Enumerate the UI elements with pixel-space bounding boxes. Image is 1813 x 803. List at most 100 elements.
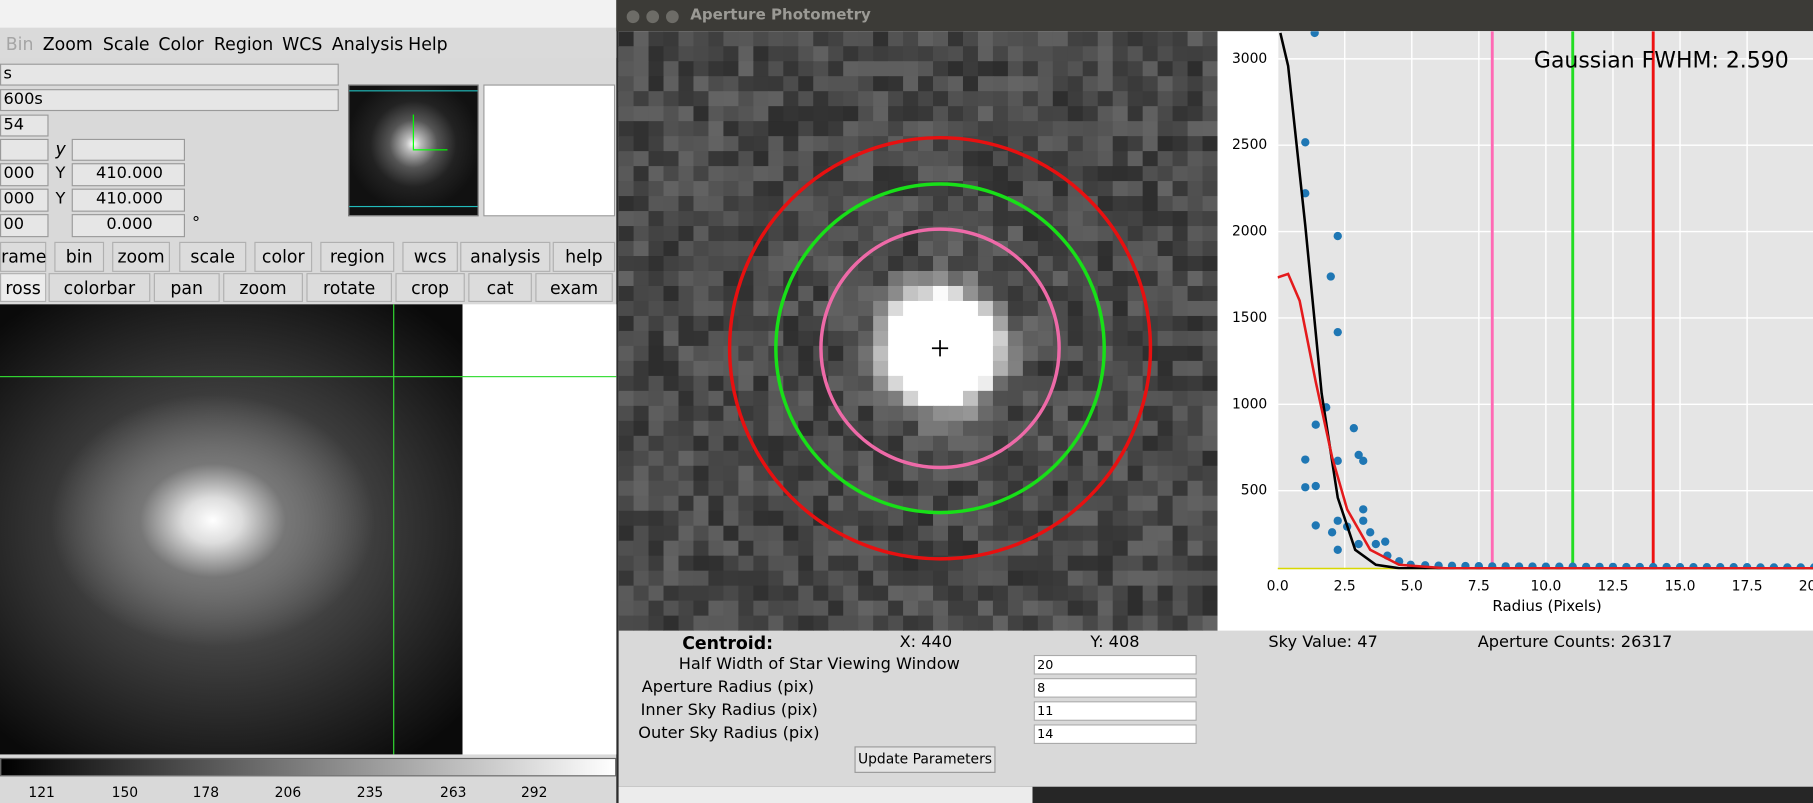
button[interactable]: zoom bbox=[223, 273, 303, 303]
text-input[interactable]: 14 bbox=[1033, 724, 1197, 745]
pixel bbox=[1142, 570, 1159, 587]
pixel bbox=[948, 76, 964, 92]
text-input[interactable]: 20 bbox=[1033, 654, 1197, 675]
pixel bbox=[962, 256, 979, 272]
button[interactable]: wcs bbox=[402, 241, 458, 272]
update-button[interactable]: Update Parameters bbox=[854, 746, 996, 773]
pixel bbox=[1007, 375, 1024, 392]
pixel bbox=[813, 241, 829, 257]
pixel bbox=[753, 495, 769, 512]
pixel bbox=[933, 196, 949, 212]
button[interactable]: bin bbox=[54, 241, 105, 272]
pixel bbox=[678, 495, 695, 512]
pixel bbox=[1157, 450, 1174, 467]
menu-item[interactable]: Help bbox=[408, 33, 448, 55]
pixel bbox=[1142, 256, 1159, 272]
pixel bbox=[723, 151, 739, 167]
pixel bbox=[858, 330, 874, 347]
data-point bbox=[1311, 521, 1320, 530]
pixel bbox=[858, 166, 874, 182]
button[interactable]: region bbox=[320, 241, 395, 272]
pixel bbox=[1157, 525, 1174, 542]
text-input[interactable]: 11 bbox=[1033, 701, 1197, 721]
pixel bbox=[1172, 91, 1189, 107]
pixel bbox=[708, 570, 724, 587]
menu-item[interactable]: Color bbox=[158, 33, 204, 55]
pixel bbox=[1157, 570, 1174, 587]
menu-item[interactable]: Scale bbox=[102, 33, 150, 55]
pixel bbox=[708, 166, 724, 182]
pixel bbox=[663, 480, 680, 497]
pixel bbox=[1112, 315, 1129, 332]
pixel bbox=[1127, 390, 1144, 407]
pixel bbox=[618, 600, 635, 617]
pixel bbox=[798, 345, 814, 362]
minimize-button[interactable] bbox=[646, 10, 660, 24]
pixel bbox=[1052, 495, 1069, 512]
button[interactable]: analysis bbox=[460, 241, 551, 272]
pixel bbox=[768, 435, 784, 452]
pixel bbox=[1037, 196, 1054, 212]
pixel bbox=[1142, 465, 1159, 482]
x-tick-label: 10.0 bbox=[1530, 579, 1561, 595]
pixel bbox=[753, 196, 769, 212]
pixel bbox=[873, 91, 889, 107]
text-input[interactable]: 8 bbox=[1033, 678, 1197, 698]
pixel bbox=[648, 570, 665, 587]
pixel bbox=[977, 600, 994, 617]
pixel bbox=[1082, 450, 1099, 467]
button[interactable]: cat bbox=[468, 273, 532, 303]
button[interactable]: help bbox=[552, 241, 616, 272]
pixel bbox=[992, 420, 1009, 437]
pixel bbox=[1067, 270, 1084, 287]
button[interactable]: zoom bbox=[112, 241, 170, 272]
data-point bbox=[1333, 231, 1342, 241]
maximize-button[interactable] bbox=[666, 10, 679, 24]
pixel bbox=[738, 241, 754, 257]
pixel bbox=[948, 465, 964, 482]
pixel bbox=[1067, 211, 1084, 227]
pixel bbox=[888, 525, 904, 542]
pixel bbox=[843, 540, 859, 557]
pixel bbox=[1172, 330, 1189, 347]
pixel bbox=[1112, 420, 1129, 437]
menu-item[interactable]: Region bbox=[213, 33, 274, 55]
button[interactable]: scale bbox=[179, 241, 247, 272]
button[interactable]: crop bbox=[395, 273, 465, 303]
close-button[interactable] bbox=[626, 10, 640, 24]
pixel bbox=[1172, 241, 1189, 257]
pixel bbox=[648, 420, 665, 437]
data-point bbox=[1327, 528, 1337, 537]
pixel bbox=[798, 450, 814, 467]
menu-item[interactable]: WCS bbox=[282, 33, 323, 55]
pixel bbox=[813, 256, 829, 272]
pixel bbox=[738, 300, 754, 317]
button[interactable]: colorbar bbox=[48, 273, 151, 303]
pixel bbox=[678, 31, 695, 47]
pixel bbox=[948, 256, 964, 272]
pixel bbox=[888, 330, 904, 347]
pixel bbox=[888, 615, 904, 631]
menu-item[interactable]: Bin bbox=[5, 33, 34, 55]
pixel bbox=[633, 330, 650, 347]
pixel bbox=[992, 270, 1009, 287]
button[interactable]: ross bbox=[0, 273, 47, 303]
pixel bbox=[1007, 555, 1024, 572]
pixel bbox=[813, 495, 829, 512]
menu-item[interactable]: Zoom bbox=[42, 33, 93, 55]
button[interactable]: exam bbox=[535, 273, 613, 303]
menu-item[interactable]: Analysis bbox=[331, 33, 404, 55]
button[interactable]: color bbox=[254, 241, 313, 272]
button[interactable]: rame bbox=[0, 241, 46, 272]
pixel bbox=[962, 330, 979, 347]
pixel bbox=[708, 256, 724, 272]
pixel bbox=[618, 555, 635, 572]
pixel bbox=[783, 151, 799, 167]
pixel bbox=[738, 226, 754, 242]
pixel bbox=[1097, 166, 1114, 182]
pixel bbox=[753, 600, 769, 617]
button[interactable]: rotate bbox=[306, 273, 392, 303]
pixel bbox=[1037, 450, 1054, 467]
pixel bbox=[663, 315, 680, 332]
button[interactable]: pan bbox=[153, 273, 220, 303]
